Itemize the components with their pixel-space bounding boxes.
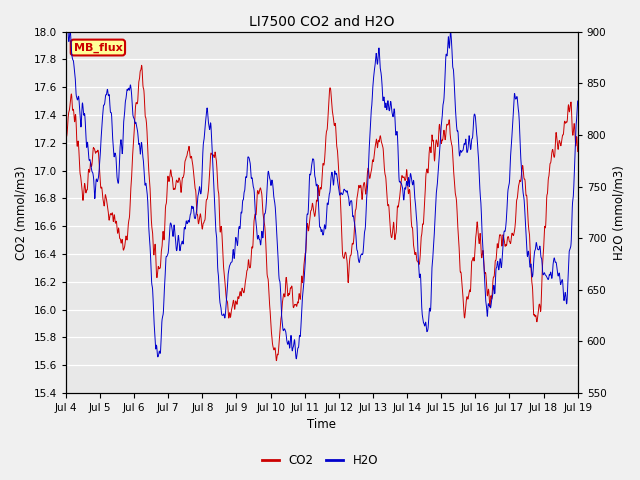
- Text: MB_flux: MB_flux: [74, 42, 122, 53]
- Y-axis label: H2O (mmol/m3): H2O (mmol/m3): [612, 165, 625, 260]
- X-axis label: Time: Time: [307, 419, 336, 432]
- Y-axis label: CO2 (mmol/m3): CO2 (mmol/m3): [15, 165, 28, 260]
- Legend: CO2, H2O: CO2, H2O: [257, 449, 383, 472]
- Title: LI7500 CO2 and H2O: LI7500 CO2 and H2O: [249, 15, 394, 29]
